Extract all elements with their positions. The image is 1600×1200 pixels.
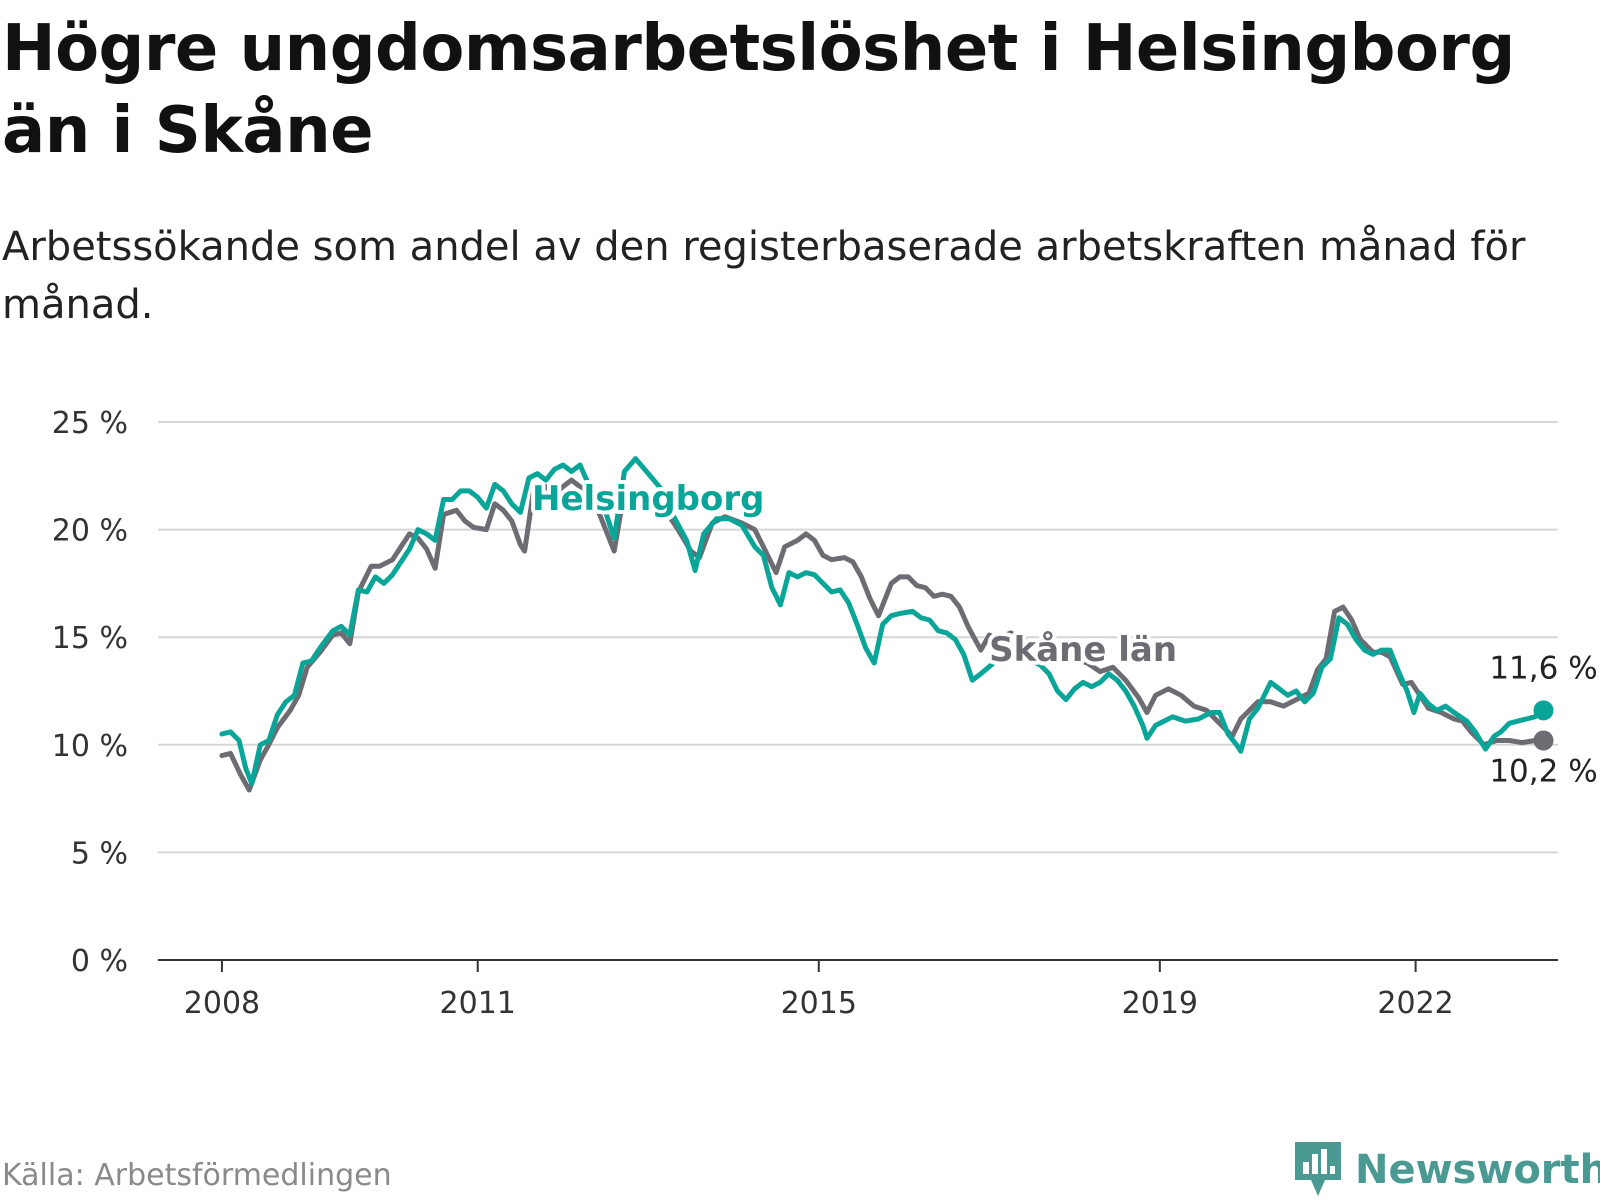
end-value-label-skane-län: 10,2 % <box>1489 753 1597 789</box>
chart-subtitle: Arbetssökande som andel av den registerb… <box>2 224 1526 328</box>
chart-title: Högre ungdomsarbetslöshet i Helsingborg … <box>2 12 1515 168</box>
series-line-helsingborg <box>219 456 1546 786</box>
x-tick-label: 2011 <box>440 986 516 1021</box>
y-tick-label: 10 % <box>52 729 128 764</box>
x-tick-label: 2019 <box>1122 986 1198 1021</box>
source-note: Källa: Arbetsförmedlingen <box>2 1158 392 1193</box>
y-tick-label: 0 % <box>71 944 128 979</box>
brand-name: Newsworthy <box>1355 1147 1600 1193</box>
series-lines <box>219 456 1554 793</box>
y-tick-label: 20 % <box>52 514 128 549</box>
newsworthy-logo-icon <box>1295 1142 1341 1196</box>
end-marker-skane-län <box>1533 730 1554 751</box>
end-marker-helsingborg <box>1533 700 1554 721</box>
x-tick-label: 2015 <box>781 986 857 1021</box>
x-tick-label: 2022 <box>1377 986 1453 1021</box>
y-tick-label: 15 % <box>52 621 128 656</box>
series-label-helsingborg: Helsingborg <box>532 479 764 519</box>
x-tick-label: 2008 <box>184 986 260 1021</box>
axes: 0 % 5 % 10 % 15 % 20 % 25 % 2008 2011 2015 2019 20… <box>52 406 1558 1021</box>
brand-logo: Newsworthy <box>1293 1140 1600 1200</box>
series-labels: 10,2 % 11,6 % Helsingborg Skåne län <box>528 475 1598 789</box>
y-tick-label: 25 % <box>52 406 128 441</box>
y-tick-label: 5 % <box>71 836 128 871</box>
series-label-skane-län: Skåne län <box>989 630 1177 670</box>
gridlines <box>158 421 1558 854</box>
end-value-label-helsingborg: 11,6 % <box>1489 650 1597 686</box>
